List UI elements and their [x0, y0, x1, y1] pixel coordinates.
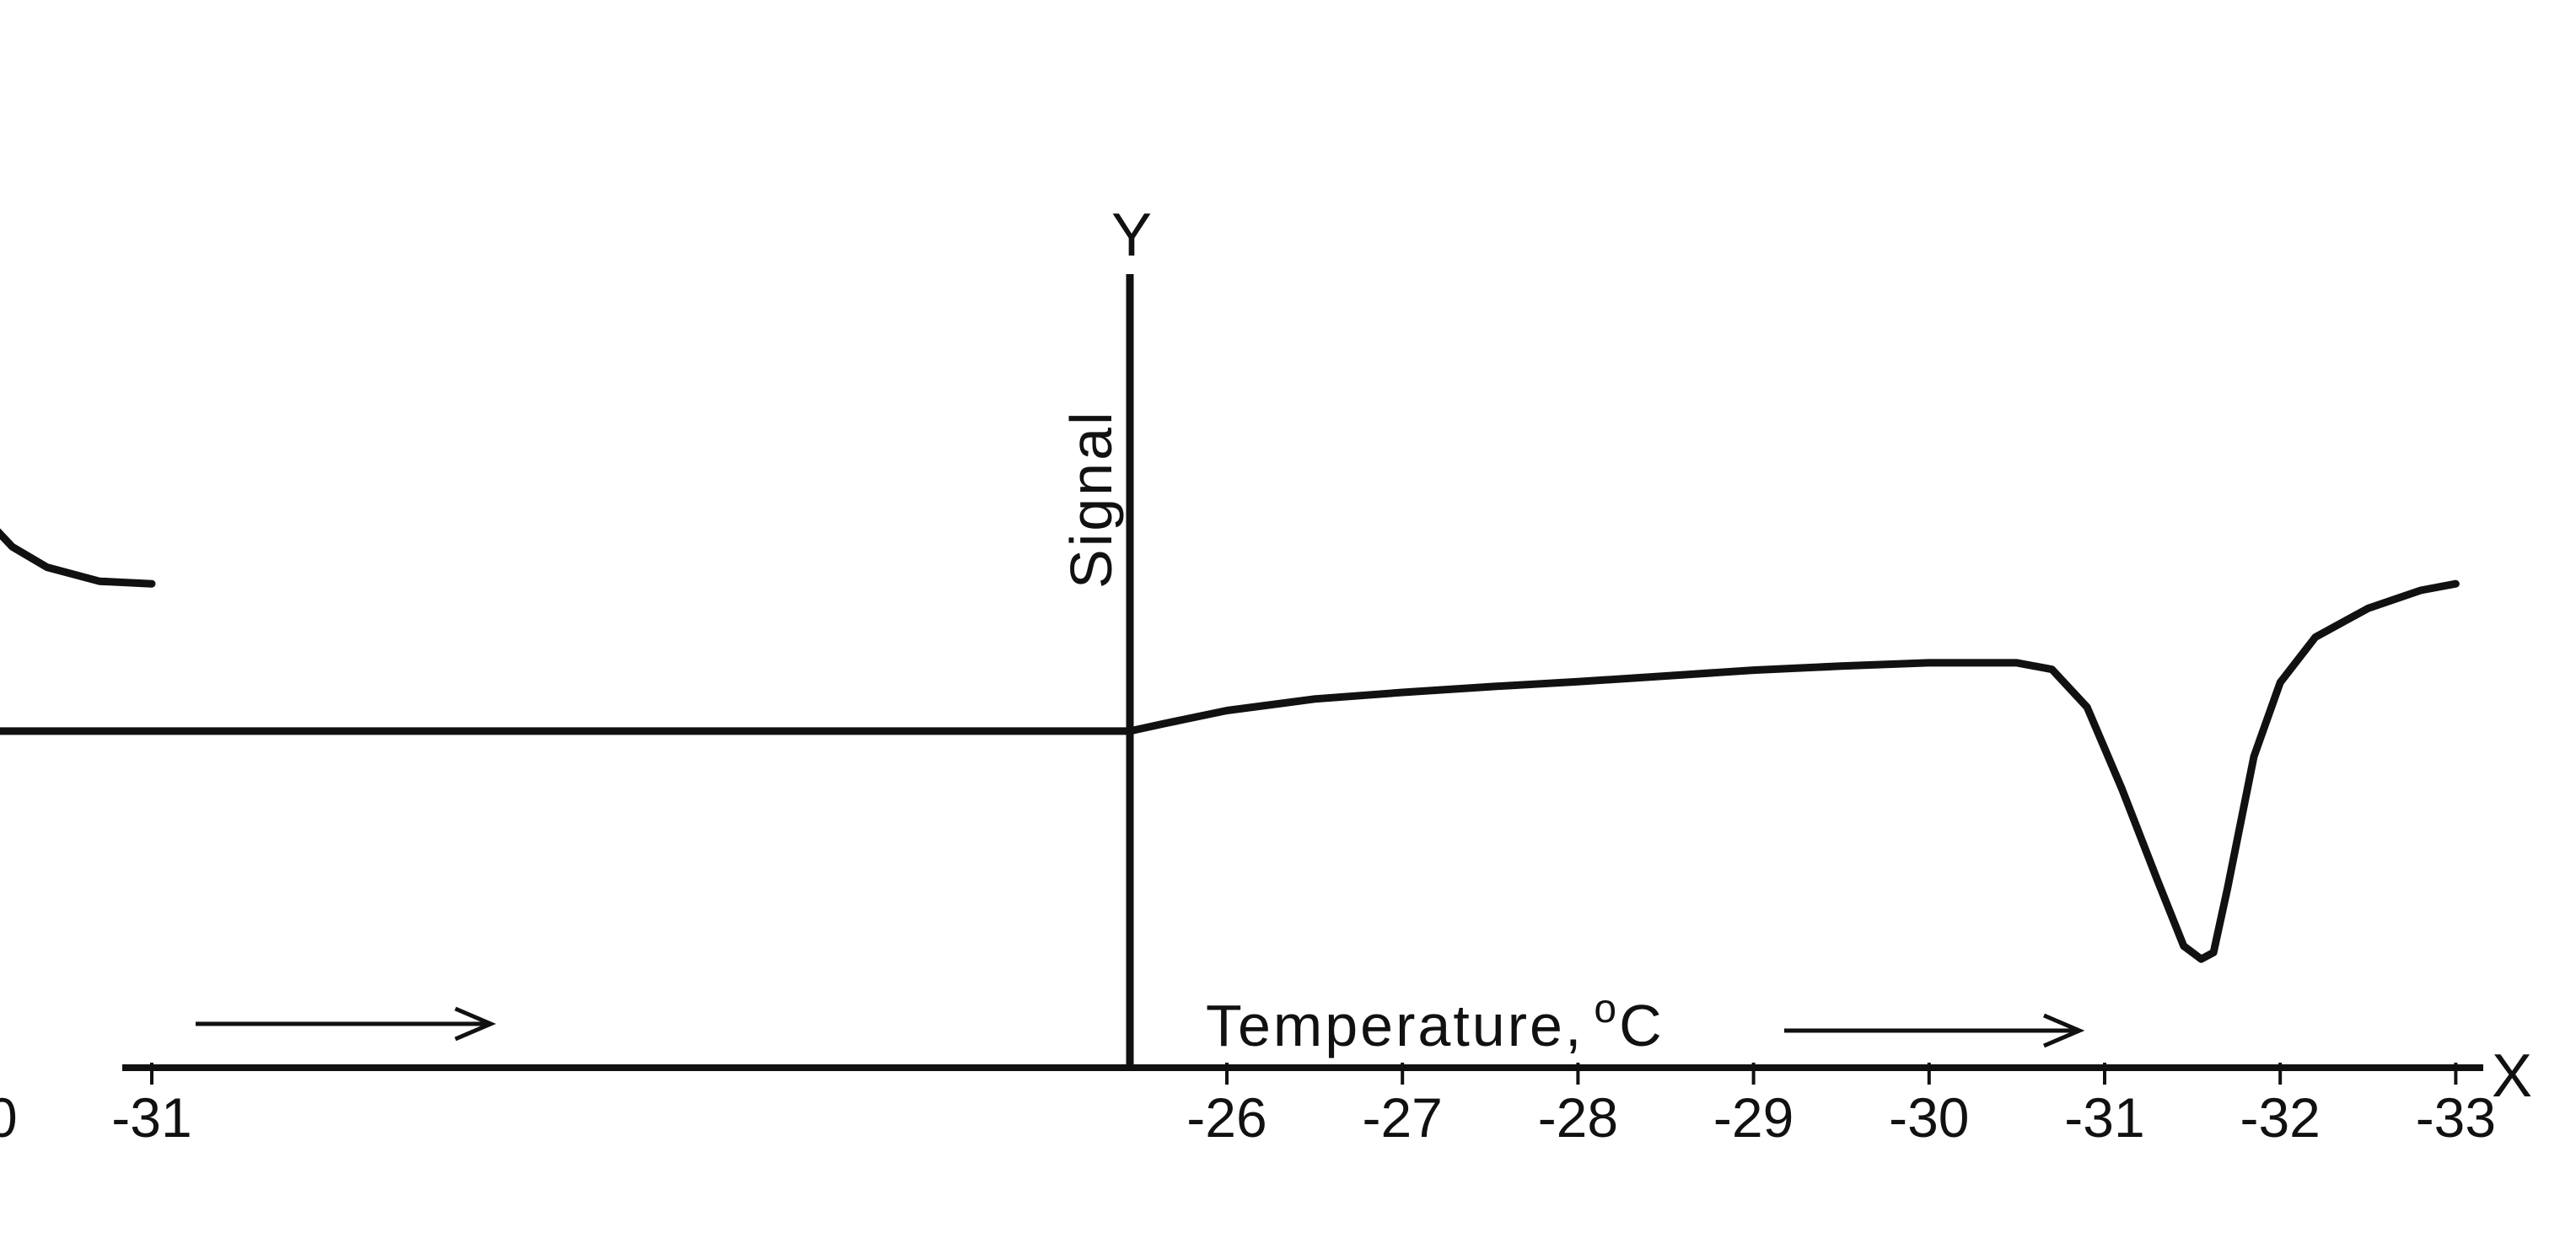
- x-axis-title-unit: C: [1619, 993, 1664, 1058]
- arrow-right-icon: [196, 1006, 497, 1042]
- x-tick-label: -33: [2416, 1086, 2496, 1149]
- x-tick-label: -32: [2240, 1086, 2321, 1149]
- arrow-right-icon: [1784, 1013, 2085, 1048]
- x-axis-title-text: Temperature,: [1206, 993, 1584, 1058]
- x-tick-label: -30: [1889, 1086, 1969, 1149]
- x-tick-label: -30: [0, 1086, 18, 1149]
- x-axis-title-sup: o: [1594, 987, 1619, 1031]
- x-tick-label: -27: [1363, 1086, 1443, 1149]
- x-axis-letter: X: [2492, 1042, 2532, 1110]
- y-axis-title: Signal: [1058, 409, 1124, 589]
- signal-curve: [0, 528, 2460, 963]
- x-axis-title: Temperature, oC: [1206, 987, 1664, 1058]
- x-tick-label: -28: [1538, 1086, 1618, 1149]
- x-tick-label: -29: [1713, 1086, 1794, 1149]
- x-ticks: -31-30-29-28-27-26-26-27-28-29-30-31-32-…: [0, 1063, 2496, 1149]
- x-tick-label: -31: [111, 1086, 191, 1149]
- x-tick-label: -31: [2064, 1086, 2144, 1149]
- x-tick-label: -26: [1186, 1086, 1266, 1149]
- y-axis-letter: Y: [1111, 202, 1152, 269]
